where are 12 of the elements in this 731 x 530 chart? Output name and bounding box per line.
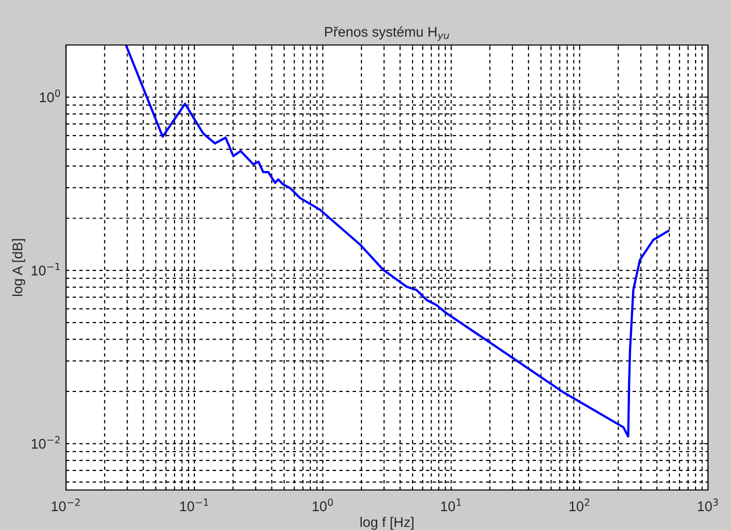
x-axis-title: log f [Hz]: [360, 516, 414, 530]
y-tick-label: 10$^{0}$: [40, 90, 60, 102]
x-tick-label: 10$^{0}$: [312, 498, 333, 512]
y-tick-label: 10$^{−2}$: [32, 436, 60, 449]
x-tick-label: 10$^{−2}$: [52, 498, 80, 512]
x-tick-label: 10$^{1}$: [441, 498, 461, 512]
y-axis-title: log A [dB]: [12, 239, 26, 296]
chart-title: Přenos systému H$_{yu}$: [325, 26, 450, 41]
x-tick-label: 10$^{2}$: [570, 498, 590, 512]
x-tick-label: 10$^{−1}$: [180, 498, 208, 512]
x-tick-label: 10$^{3}$: [698, 498, 718, 512]
y-tick-label: 10$^{−1}$: [32, 262, 60, 276]
